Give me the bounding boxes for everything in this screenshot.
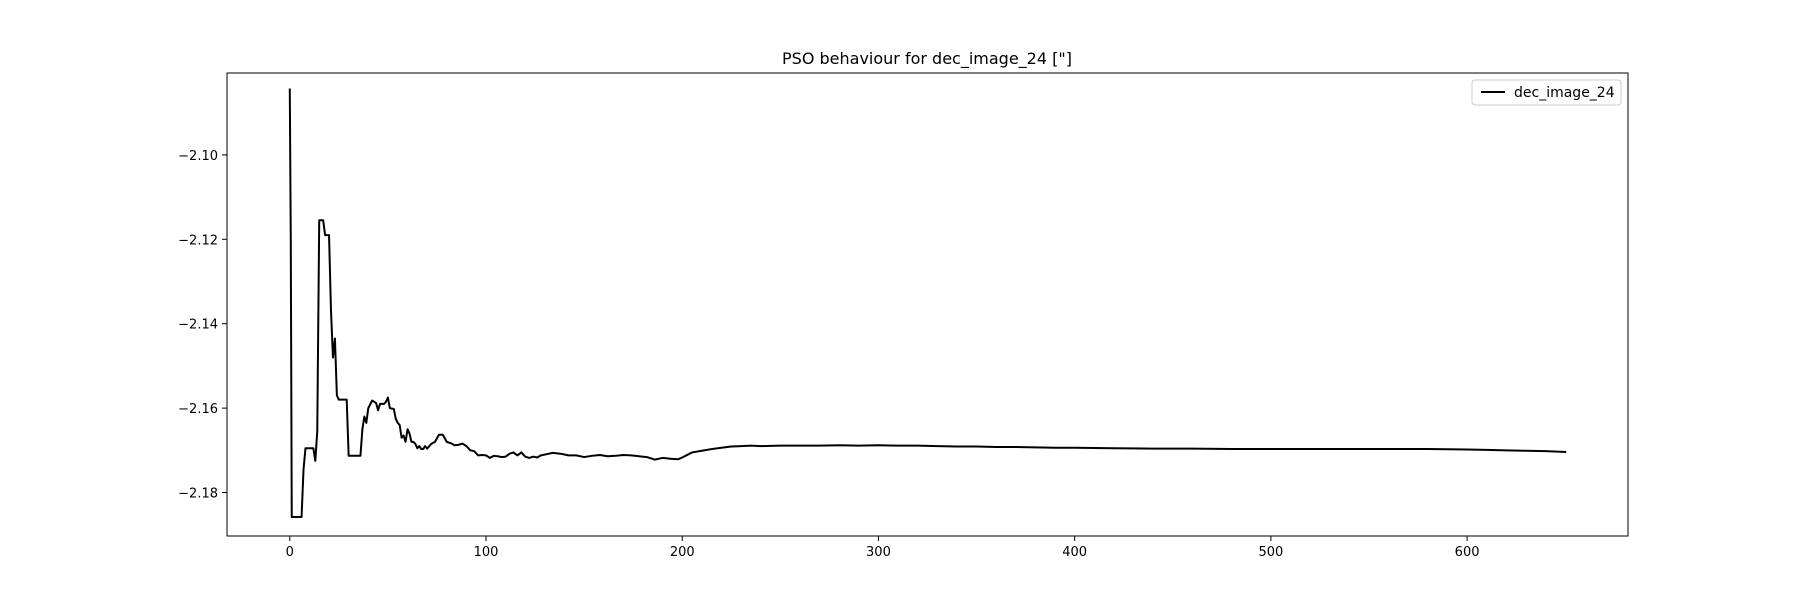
x-tick-label: 500 [1258,545,1283,560]
y-tick-label: −2.16 [178,402,218,417]
x-tick-label: 300 [866,545,891,560]
y-tick-label: −2.10 [178,149,218,164]
y-tick-label: −2.18 [178,487,218,502]
series-layer [288,88,1567,519]
y-tick-label: −2.12 [178,233,218,248]
x-tick-label: 400 [1062,545,1087,560]
x-tick-label: 600 [1455,545,1480,560]
x-tick-label: 200 [670,545,695,560]
legend-label: dec_image_24 [1514,85,1615,101]
legend-box [1471,79,1622,106]
y-axis: −2.18 −2.16 −2.14 −2.12 −2.10 [178,149,227,502]
x-tick-label: 100 [474,545,499,560]
chart-title: PSO behaviour for dec_image_24 ["] [782,49,1072,69]
y-tick-label: −2.14 [178,318,218,333]
series-line-dec_image_24 [288,88,1567,519]
x-tick-label: 0 [286,545,294,560]
x-axis: 0 100 200 300 400 500 600 [286,536,1480,560]
legend: dec_image_24 [1471,79,1622,106]
plot-frame [226,72,1629,537]
